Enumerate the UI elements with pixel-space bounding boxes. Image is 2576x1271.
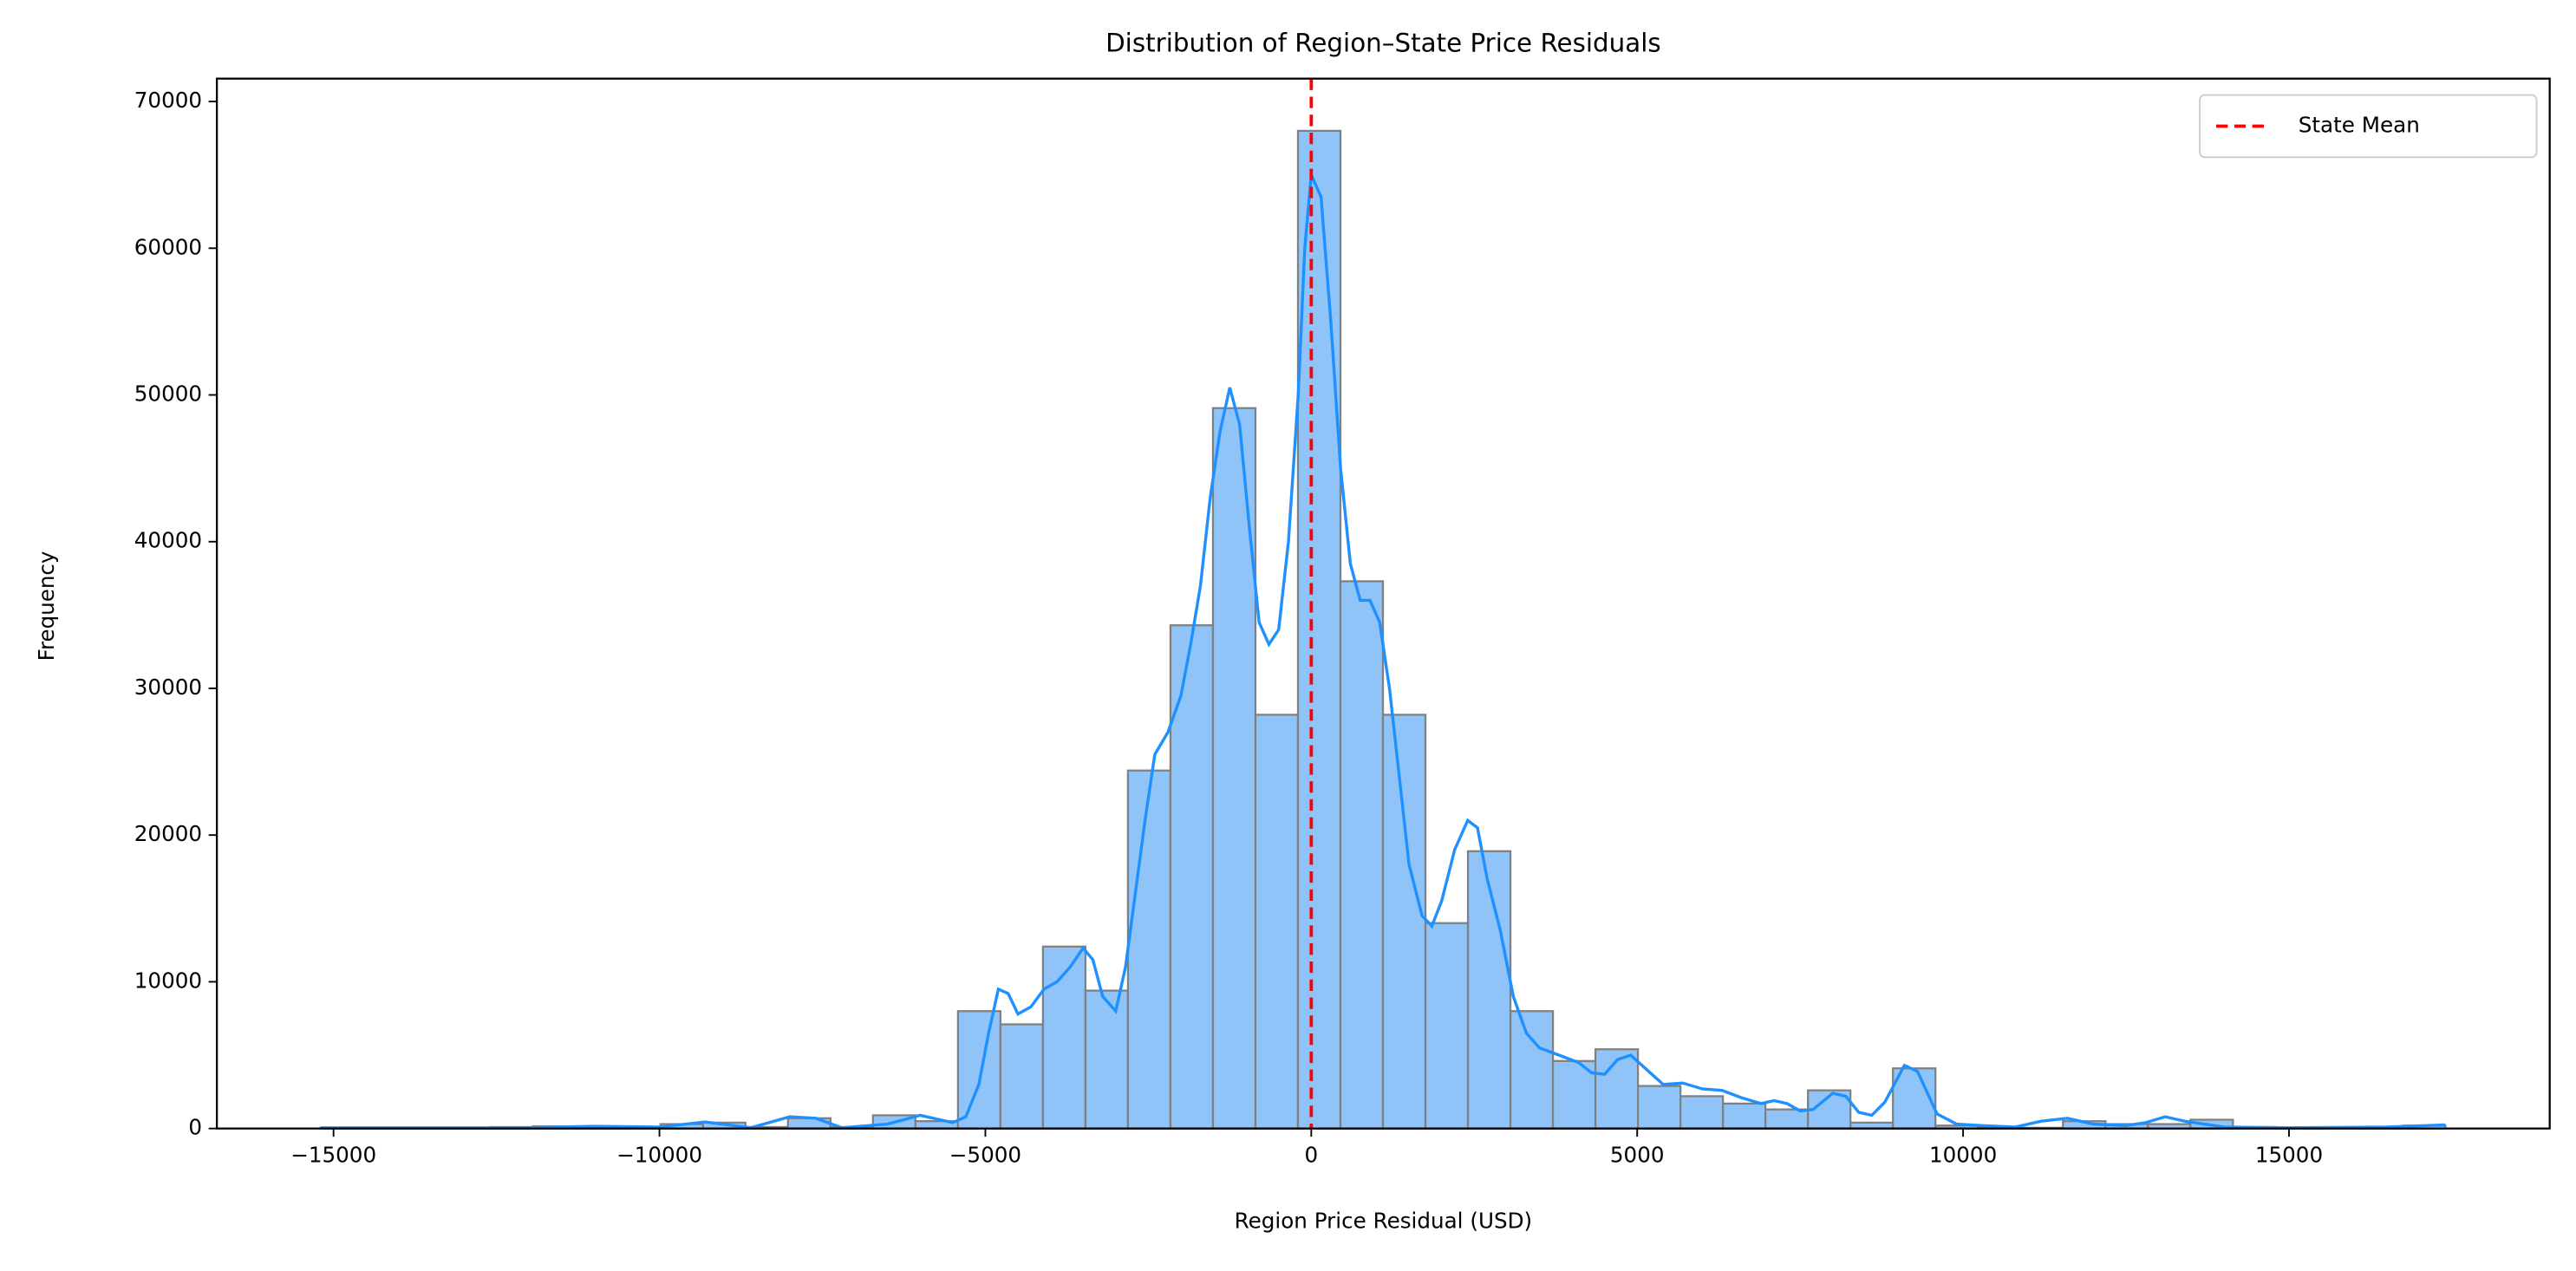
bar [1466,850,1512,1130]
x-tick-label: 15000 [2255,1143,2323,1168]
y-tick-label: 10000 [134,968,202,993]
bar [956,1010,1002,1130]
bar [1679,1095,1725,1130]
y-tick-label: 40000 [134,528,202,553]
x-tick-label: −5000 [949,1143,1021,1168]
bar [1722,1102,1767,1130]
y-tick-label: 50000 [134,381,202,407]
bar [1424,922,1470,1130]
kde-line [320,174,2446,1130]
y-axis-label: Frequency [34,551,59,662]
bar [1169,624,1215,1130]
y-tick-label: 20000 [134,821,202,846]
bar [1126,769,1172,1130]
chart-title: Distribution of Region–State Price Resid… [1105,29,1661,58]
bar [1084,989,1130,1130]
legend-label: State Mean [2299,112,2420,137]
bar [1296,129,1342,1130]
x-tick-label: 10000 [1929,1143,1997,1168]
y-tick-label: 0 [188,1115,202,1140]
bar [1339,580,1385,1130]
bar [1381,714,1427,1130]
bar [1254,714,1300,1130]
bar [1509,1010,1555,1130]
y-tick-label: 70000 [134,88,202,113]
bar [1764,1108,1810,1130]
x-axis-label: Region Price Residual (USD) [1235,1208,1533,1233]
bar [999,1023,1045,1130]
x-tick-label: 5000 [1610,1143,1665,1168]
y-tick-label: 30000 [134,675,202,700]
x-tick-label: 0 [1304,1143,1318,1168]
y-tick-label: 60000 [134,234,202,259]
x-tick-label: −15000 [290,1143,376,1168]
x-tick-label: −10000 [616,1143,702,1168]
bar [1636,1085,1682,1130]
axes-frame [215,77,2551,1130]
legend-box [2199,94,2538,159]
